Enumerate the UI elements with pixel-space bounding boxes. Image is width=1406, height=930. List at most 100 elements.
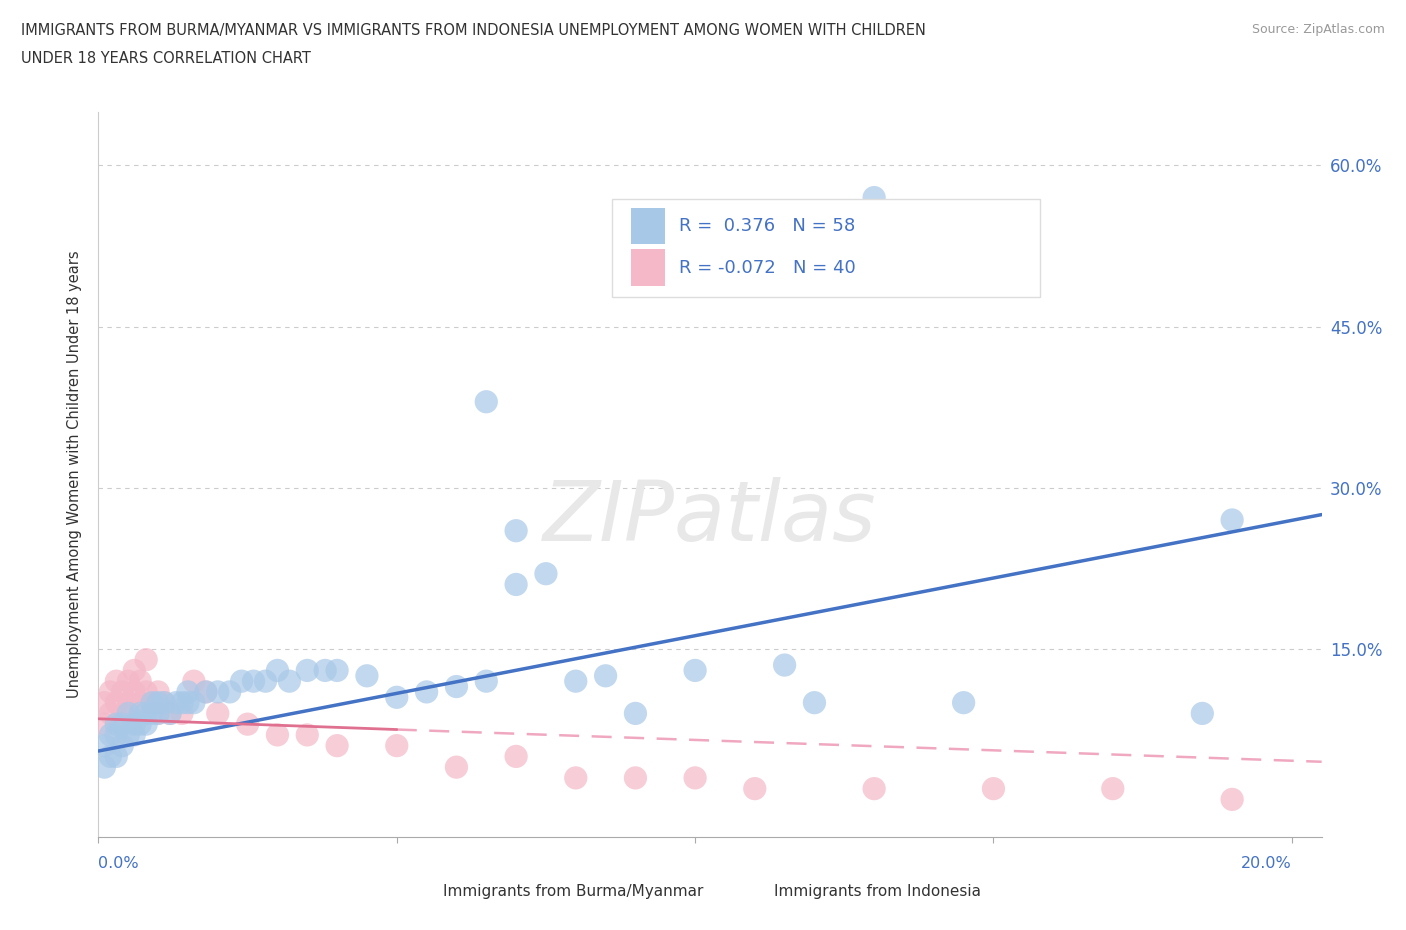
Point	[117, 673, 139, 688]
FancyBboxPatch shape	[405, 877, 434, 906]
Point	[983, 781, 1005, 796]
Point	[135, 706, 157, 721]
Point	[475, 673, 498, 688]
Point	[683, 770, 706, 785]
Point	[534, 566, 557, 581]
Point	[326, 738, 349, 753]
Point	[153, 696, 176, 711]
Point	[129, 717, 152, 732]
Point	[105, 727, 128, 742]
Point	[105, 717, 128, 732]
Point	[207, 684, 229, 699]
Point	[111, 738, 134, 753]
Point	[146, 706, 169, 721]
Point	[266, 663, 288, 678]
Text: ZIPatlas: ZIPatlas	[543, 477, 877, 558]
Text: R =  0.376   N = 58: R = 0.376 N = 58	[679, 218, 856, 235]
Point	[624, 770, 647, 785]
Point	[141, 696, 163, 711]
Point	[159, 706, 181, 721]
Point	[505, 749, 527, 764]
Point	[117, 727, 139, 742]
Point	[565, 673, 588, 688]
Point	[177, 696, 200, 711]
Text: R = -0.072   N = 40: R = -0.072 N = 40	[679, 259, 856, 276]
Point	[98, 684, 121, 699]
Point	[93, 760, 115, 775]
Point	[624, 706, 647, 721]
Point	[863, 781, 886, 796]
Point	[93, 738, 115, 753]
FancyBboxPatch shape	[734, 877, 765, 906]
Point	[314, 663, 336, 678]
Point	[952, 696, 974, 711]
Point	[135, 684, 157, 699]
Point	[254, 673, 277, 688]
Point	[146, 696, 169, 711]
Point	[385, 738, 408, 753]
Point	[207, 706, 229, 721]
Point	[159, 706, 181, 721]
Point	[111, 706, 134, 721]
Point	[1220, 512, 1243, 527]
Point	[446, 679, 468, 694]
Point	[183, 696, 205, 711]
Point	[111, 717, 134, 732]
Point	[242, 673, 264, 688]
Point	[135, 652, 157, 667]
Point	[93, 696, 115, 711]
Point	[146, 684, 169, 699]
FancyBboxPatch shape	[630, 208, 665, 245]
Point	[105, 673, 128, 688]
Point	[141, 706, 163, 721]
Point	[326, 663, 349, 678]
Text: IMMIGRANTS FROM BURMA/MYANMAR VS IMMIGRANTS FROM INDONESIA UNEMPLOYMENT AMONG WO: IMMIGRANTS FROM BURMA/MYANMAR VS IMMIGRA…	[21, 23, 927, 38]
Point	[117, 706, 139, 721]
Point	[93, 717, 115, 732]
FancyBboxPatch shape	[612, 199, 1040, 297]
Point	[505, 524, 527, 538]
Point	[803, 696, 825, 711]
Text: 0.0%: 0.0%	[98, 857, 139, 871]
Point	[297, 727, 319, 742]
Point	[475, 394, 498, 409]
Point	[105, 749, 128, 764]
Text: Immigrants from Burma/Myanmar: Immigrants from Burma/Myanmar	[443, 884, 704, 899]
Point	[565, 770, 588, 785]
Text: 20.0%: 20.0%	[1241, 857, 1292, 871]
Text: Immigrants from Indonesia: Immigrants from Indonesia	[773, 884, 980, 899]
Point	[111, 684, 134, 699]
Point	[385, 690, 408, 705]
Point	[297, 663, 319, 678]
Point	[505, 577, 527, 591]
Point	[194, 684, 217, 699]
Point	[177, 684, 200, 699]
Point	[1220, 792, 1243, 807]
Point	[122, 717, 145, 732]
Point	[356, 669, 378, 684]
Point	[183, 673, 205, 688]
Point	[773, 658, 796, 672]
Point	[117, 696, 139, 711]
Point	[129, 696, 152, 711]
Point	[415, 684, 437, 699]
Point	[129, 673, 152, 688]
Point	[194, 684, 217, 699]
Point	[683, 663, 706, 678]
Text: UNDER 18 YEARS CORRELATION CHART: UNDER 18 YEARS CORRELATION CHART	[21, 51, 311, 66]
Point	[446, 760, 468, 775]
Point	[744, 781, 766, 796]
Point	[170, 706, 193, 721]
Point	[1101, 781, 1123, 796]
Point	[1191, 706, 1213, 721]
Point	[98, 727, 121, 742]
Point	[146, 706, 169, 721]
Point	[141, 696, 163, 711]
Point	[595, 669, 617, 684]
Point	[863, 190, 886, 205]
Point	[153, 696, 176, 711]
Y-axis label: Unemployment Among Women with Children Under 18 years: Unemployment Among Women with Children U…	[67, 250, 83, 698]
Point	[122, 727, 145, 742]
Point	[170, 696, 193, 711]
Point	[135, 717, 157, 732]
